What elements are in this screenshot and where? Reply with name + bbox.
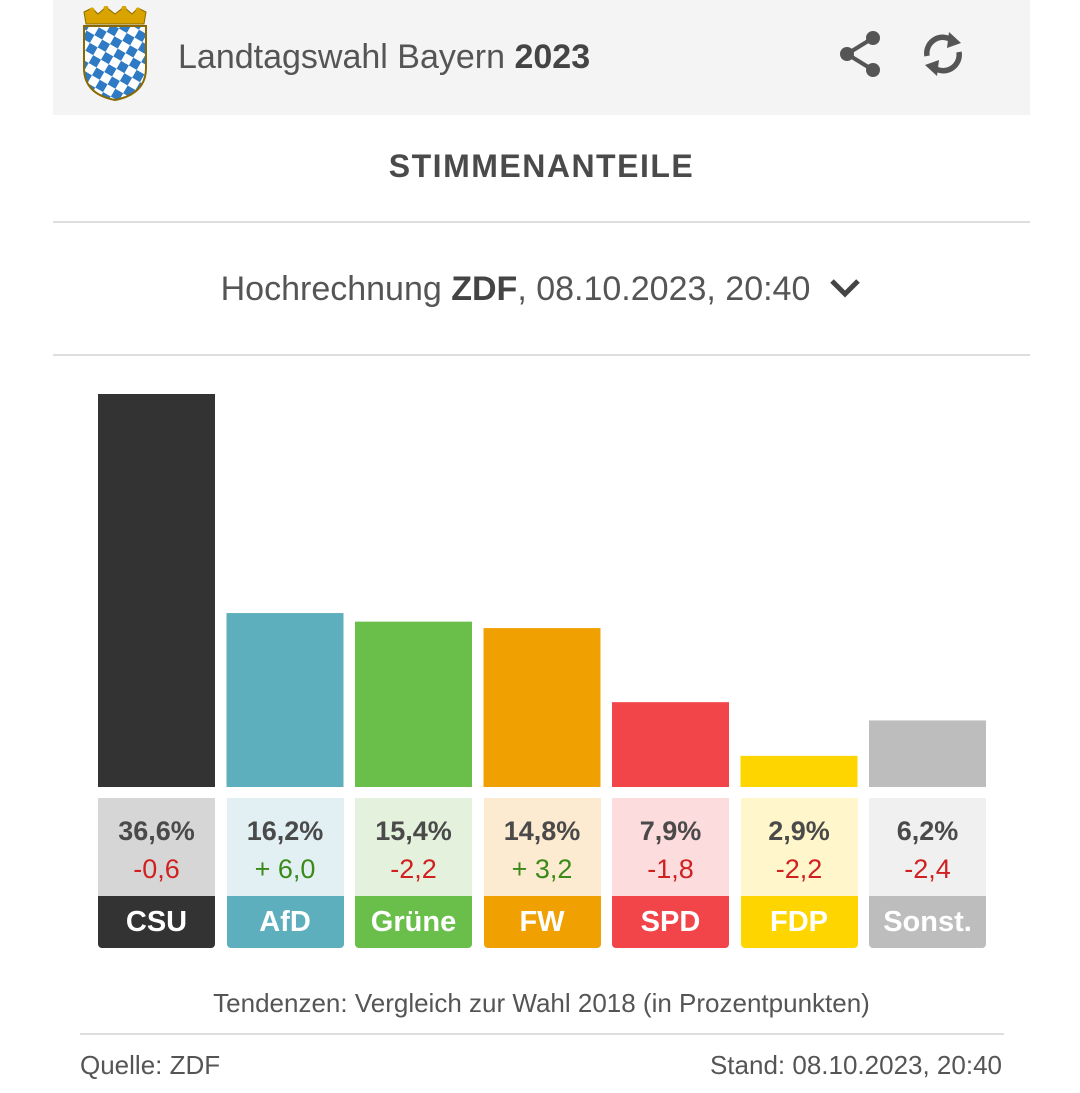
bar-sonst	[869, 720, 986, 787]
party-label: Grüne	[355, 896, 472, 948]
divider-middle	[53, 354, 1030, 356]
value-label: 15,4%	[375, 816, 452, 846]
party-label: FW	[483, 896, 601, 948]
app-title: Landtagswahl Bayern 2023	[178, 38, 590, 77]
divider-top	[53, 221, 1030, 223]
change-label: + 3,2	[511, 854, 573, 884]
bar-grne	[355, 621, 472, 787]
value-label: 7,9%	[639, 816, 702, 846]
party-label: CSU	[98, 896, 215, 948]
selector-broadcaster: ZDF	[451, 270, 518, 308]
result-card-grne: 15,4% -2,2 Grüne	[355, 798, 472, 948]
change-label: -2,2	[775, 854, 823, 884]
party-label: SPD	[612, 896, 729, 948]
trend-footnote: Tendenzen: Vergleich zur Wahl 2018 (in P…	[213, 988, 870, 1018]
selector-prefix: Hochrechnung	[220, 270, 442, 308]
change-label: -2,4	[904, 854, 951, 884]
divider-bottom	[80, 1033, 1004, 1035]
change-label: -2,2	[390, 854, 437, 884]
value-label: 16,2%	[246, 816, 324, 846]
change-label: + 6,0	[254, 854, 316, 884]
selector-datetime: , 08.10.2023, 20:40	[517, 270, 811, 308]
bavaria-coat-of-arms-logo	[83, 6, 147, 102]
change-label: -1,8	[647, 854, 694, 884]
timestamp-label: Stand: 08.10.2023, 20:40	[709, 1050, 1002, 1080]
party-label: AfD	[226, 896, 344, 948]
bar-csu	[98, 394, 215, 787]
app-header: Landtagswahl Bayern 2023	[53, 0, 1030, 115]
party-label: FDP	[740, 896, 858, 948]
bar-fw	[483, 628, 601, 787]
value-label: 6,2%	[896, 816, 959, 846]
share-icon[interactable]	[833, 26, 889, 82]
bar-afd	[226, 613, 344, 787]
result-card-fw: 14,8% + 3,2 FW	[483, 798, 601, 948]
result-card-fdp: 2,9% -2,2 FDP	[740, 798, 858, 948]
value-label: 36,6%	[118, 816, 195, 846]
section-title: STIMMENANTEILE	[388, 148, 695, 184]
change-label: -0,6	[133, 854, 180, 884]
app-title-year: 2023	[514, 38, 591, 76]
chevron-down-icon[interactable]	[828, 277, 862, 299]
app-title-text: Landtagswahl Bayern	[178, 38, 506, 76]
projection-selector[interactable]: Hochrechnung ZDF, 08.10.2023, 20:40	[53, 270, 1030, 309]
bar-fdp	[740, 755, 858, 787]
value-label: 14,8%	[503, 816, 581, 846]
refresh-icon[interactable]	[915, 26, 971, 82]
bar-spd	[612, 702, 729, 787]
result-card-sonst: 6,2% -2,4 Sonst.	[869, 798, 986, 948]
result-card-spd: 7,9% -1,8 SPD	[612, 798, 729, 948]
value-label: 2,9%	[768, 816, 830, 846]
result-card-afd: 16,2% + 6,0 AfD	[226, 798, 344, 948]
party-label: Sonst.	[869, 896, 986, 948]
source-label: Quelle: ZDF	[80, 1050, 221, 1080]
result-card-csu: 36,6% -0,6 CSU	[98, 798, 215, 948]
